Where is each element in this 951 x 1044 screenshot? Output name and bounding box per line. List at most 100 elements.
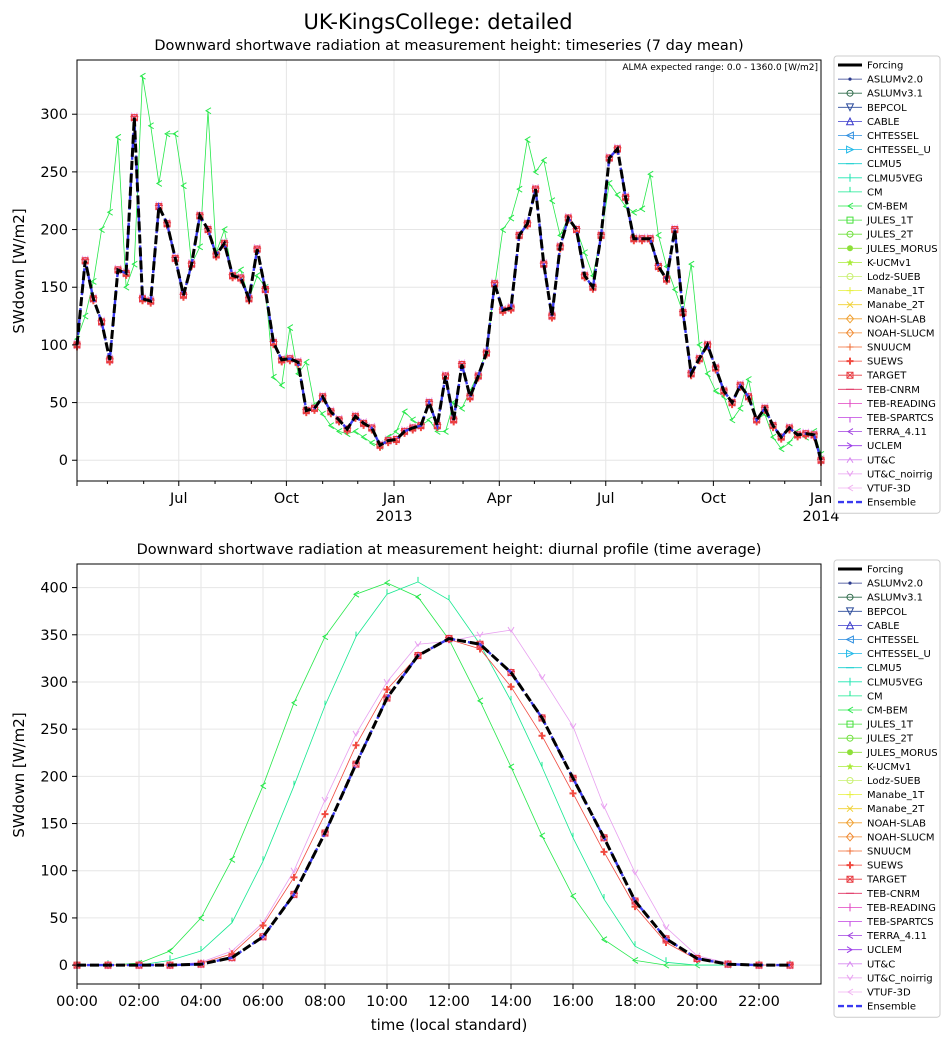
x-tick-label: 20:00 <box>676 994 718 1010</box>
y-tick-label: 250 <box>40 165 68 181</box>
data-point-cm-bem <box>291 699 298 707</box>
data-point-cm-bem <box>196 243 204 251</box>
x-tick-label: 12:00 <box>428 994 470 1010</box>
x-tick-label: Oct <box>701 491 726 507</box>
legend-label-ut-c-noirrig: UT&C_noirrig <box>867 469 933 480</box>
legend-label-cm-bem: CM-BEM <box>867 202 908 213</box>
x-tick-label: 22:00 <box>738 994 780 1010</box>
data-point-cm-bem <box>786 439 793 447</box>
legend-label-forcing: Forcing <box>867 565 903 576</box>
data-point-cm-bem <box>745 376 752 383</box>
legend-marker-chtessel <box>845 635 854 644</box>
data-point-cm-bem <box>639 205 646 213</box>
x-tick-label: 06:00 <box>242 994 284 1010</box>
legend-marker-jules-1t <box>846 720 854 728</box>
diurnal-axes: 0 50 100 150 200 250 300 350 400 00:00 02:00 04:00 0… <box>40 581 780 1010</box>
data-point-cm-bem <box>401 408 408 416</box>
data-point-suews <box>569 789 577 797</box>
legend-marker-aslumv2-0 <box>848 77 852 81</box>
legend-marker-jules-2t <box>846 734 854 742</box>
data-point-ut-c-noirrig <box>662 924 670 931</box>
legend-marker-target <box>846 875 854 883</box>
data-point-cm-bem <box>671 286 679 293</box>
data-point-cm-bem <box>434 427 441 435</box>
data-point-cm-bem <box>581 249 588 257</box>
data-point-cm-bem <box>106 208 114 216</box>
legend-label-uclem: UCLEM <box>867 441 902 452</box>
legend-marker-target <box>846 371 854 379</box>
data-point-cm-bem <box>322 633 329 641</box>
legend-label-cable: CABLE <box>867 117 900 128</box>
legend-label-terra-4-11: TERRA_4.11 <box>866 931 927 942</box>
data-point-cm-bem <box>688 260 695 268</box>
legend-label-teb-cnrm: TEB-CNRM <box>866 385 920 396</box>
legend-label-jules-2t: JULES_2T <box>866 230 914 241</box>
x-tick-label: 08:00 <box>304 994 346 1010</box>
timeseries-title: Downward shortwave radiation at measurem… <box>154 38 743 54</box>
data-point-cm-bem <box>303 358 310 366</box>
legend-label-jules-1t: JULES_1T <box>866 216 914 227</box>
data-point-cm-bem <box>548 197 556 205</box>
data-point-ut-c-noirrig <box>600 803 608 810</box>
series-line-ensemble <box>75 117 823 461</box>
diurnal-panel: Downward shortwave radiation at measurem… <box>10 542 941 1034</box>
legend-label-vtuf-3d: VTUF-3D <box>867 484 911 495</box>
legend-marker-suews <box>846 861 854 869</box>
legend-marker-chtessel-u <box>846 649 855 658</box>
data-point-ut-c-noirrig <box>507 626 515 634</box>
legend-label-lodz-sueb: Lodz-SUEB <box>867 776 921 787</box>
y-tick-label: 300 <box>40 675 68 691</box>
legend-label-manabe-1t: Manabe_1T <box>867 286 925 297</box>
legend-label-jules-2t: JULES_2T <box>866 734 914 745</box>
legend-marker-uclem <box>846 442 853 450</box>
legend-label-manabe-2t: Manabe_2T <box>867 804 925 815</box>
legend-label-jules-morus: JULES_MORUS <box>866 748 938 759</box>
data-point-cm-bem <box>540 156 548 164</box>
data-point-suews <box>352 741 360 749</box>
legend-label-cm-bem: CM-BEM <box>867 706 908 717</box>
legend-marker-cable <box>845 116 855 126</box>
diurnal-legend: Forcing ASLUMv2.0 ASLUMv3.1 BEPCOL CABLE CHTE… <box>833 559 941 1018</box>
legend-marker-snuucm <box>846 847 854 855</box>
series-line-suews <box>77 639 790 966</box>
legend-marker-jules-morus <box>847 245 853 252</box>
data-point-cm-bem <box>508 763 515 771</box>
data-point-cm-bem <box>524 136 531 144</box>
x-tick-label: 14:00 <box>490 994 532 1010</box>
legend-marker-jules-morus <box>847 749 853 756</box>
data-point-cm-bem <box>630 208 638 216</box>
legend-label-bepcol: BEPCOL <box>867 607 907 618</box>
data-point-cm-bem <box>270 373 277 381</box>
legend-label-noah-slucm: NOAH-SLUCM <box>867 328 935 339</box>
x-tick-label: 18:00 <box>614 994 656 1010</box>
legend-label-noah-slucm: NOAH-SLUCM <box>867 832 935 843</box>
x-tick-label: Oct <box>274 491 299 507</box>
series-line-forcing <box>77 637 790 967</box>
data-point-cm-bem <box>327 422 335 430</box>
legend-marker-manabe-2t <box>846 301 854 309</box>
legend-label-jules-morus: JULES_MORUS <box>866 244 938 255</box>
timeseries-plot-frame <box>76 59 822 482</box>
legend-marker-cm-bem <box>847 706 854 714</box>
legend-label-chtessel: CHTESSEL <box>867 635 919 646</box>
data-point-suews <box>383 686 391 694</box>
legend-label-teb-reading: TEB-READING <box>866 399 936 410</box>
legend-label-ut-c: UT&C <box>867 455 895 466</box>
data-point-cm-bem <box>90 278 97 285</box>
legend-label-k-ucmv1: K-UCMv1 <box>867 258 911 269</box>
data-point-ut-c-noirrig <box>631 869 639 876</box>
data-point-cm-bem <box>499 226 507 233</box>
data-point-cm-bem <box>409 416 416 424</box>
data-point-cm-bem <box>319 410 326 418</box>
data-point-cm-bem <box>477 697 484 705</box>
series-line-cm-bem <box>76 76 822 455</box>
x-tick-label: Jan <box>809 491 832 507</box>
legend-marker-ut-c <box>846 456 854 464</box>
legend-label-aslumv2-0: ASLUMv2.0 <box>867 579 923 590</box>
y-tick-label: 50 <box>50 396 68 412</box>
x-tick-year-label: 2014 <box>803 509 840 525</box>
data-point-cm-bem <box>139 72 146 80</box>
diurnal-y-axis-label: SWdown [W/m2] <box>10 712 28 837</box>
y-tick-label: 300 <box>40 107 68 123</box>
